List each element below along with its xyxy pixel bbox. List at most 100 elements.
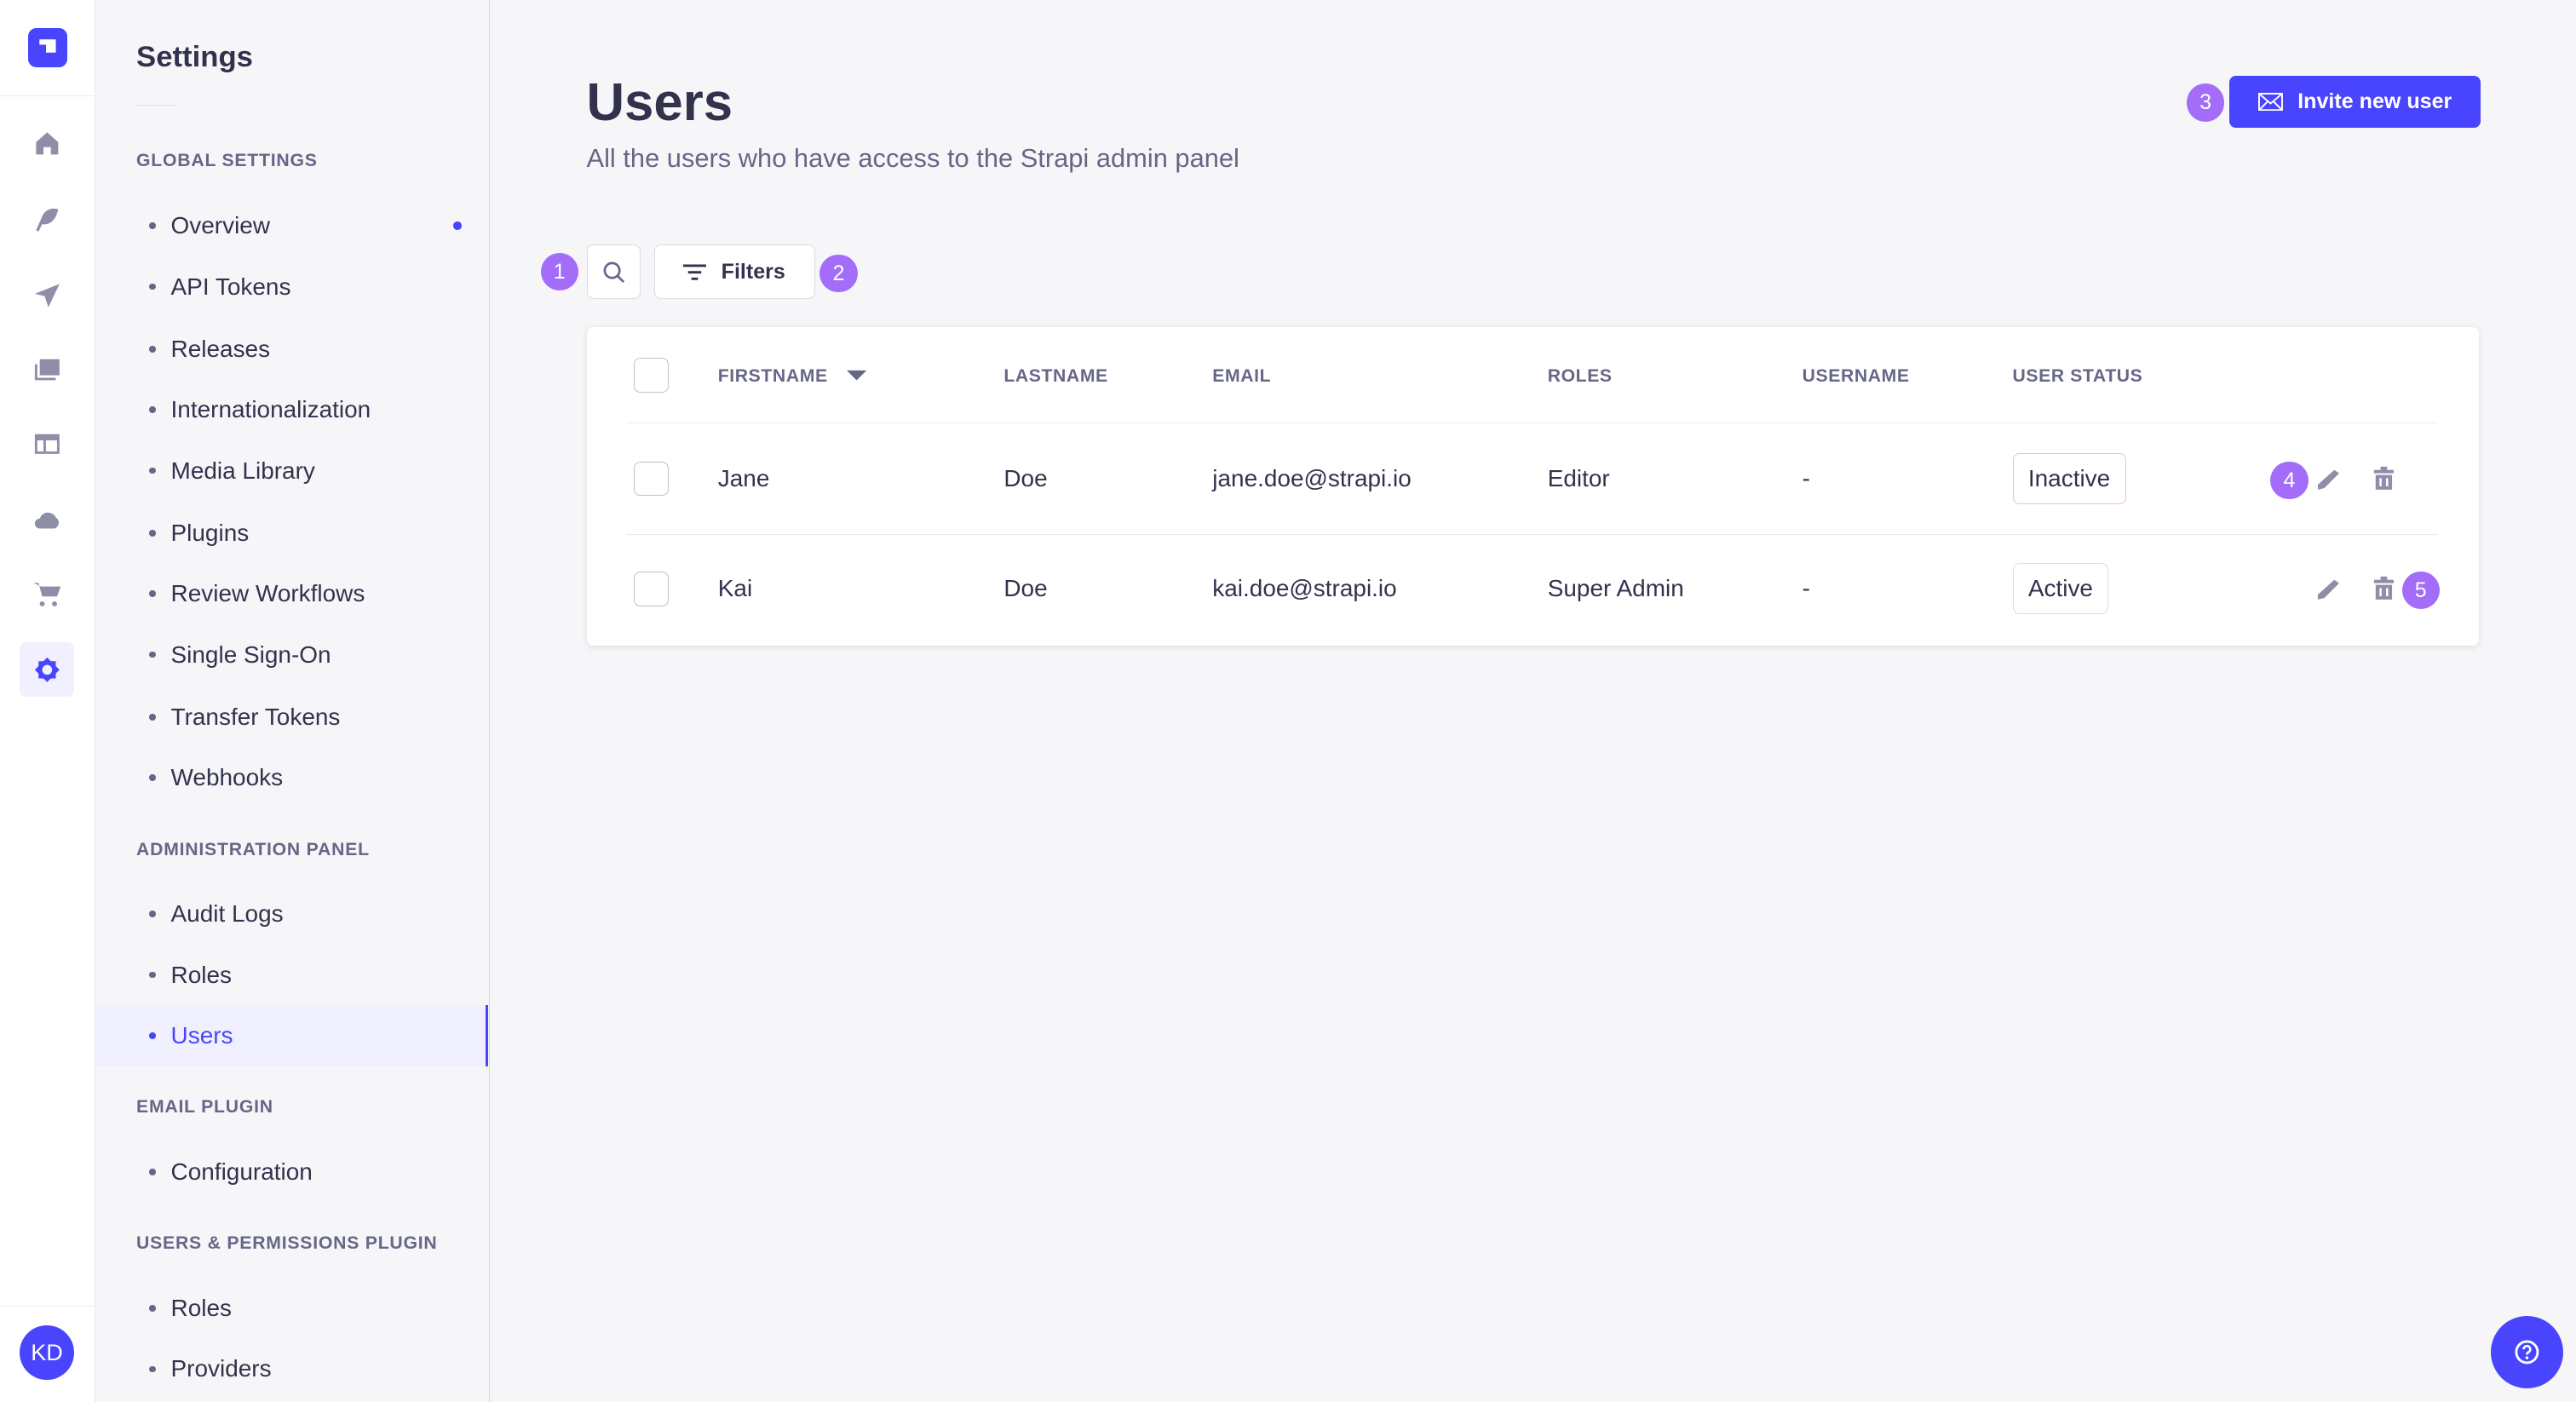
sidebar-item-up-roles[interactable]: Roles [95, 1278, 488, 1338]
delete-trash-icon[interactable] [2371, 575, 2397, 601]
sidebar-item-releases[interactable]: Releases [95, 319, 488, 379]
settings-gear-icon[interactable] [20, 642, 74, 697]
annotation-badge-3: 3 [2186, 83, 2225, 122]
cell-username: - [1802, 574, 1810, 601]
divider [0, 95, 94, 96]
sidebar-item-review-workflows[interactable]: Review Workflows [95, 564, 488, 624]
invite-new-user-button[interactable]: Invite new user [2229, 75, 2481, 129]
sidebar-item-transfer-tokens[interactable]: Transfer Tokens [95, 687, 488, 747]
select-all-checkbox[interactable] [634, 358, 669, 393]
search-button[interactable] [586, 244, 641, 299]
sidebar-item-plugins[interactable]: Plugins [95, 503, 488, 563]
help-button[interactable] [2490, 1315, 2563, 1388]
column-header-roles: ROLES [1547, 366, 1613, 387]
home-icon[interactable] [20, 117, 74, 171]
filters-label: Filters [721, 259, 785, 284]
section-administration-panel: ADMINISTRATION PANEL [136, 839, 370, 859]
sidebar-item-internationalization[interactable]: Internationalization [95, 380, 488, 440]
item-label: Plugins [170, 519, 250, 546]
sidebar-item-roles[interactable]: Roles [95, 945, 488, 1005]
strapi-logo[interactable] [27, 27, 68, 68]
sidebar-item-api-tokens[interactable]: API Tokens [95, 256, 488, 317]
item-label: Roles [170, 961, 232, 988]
item-label: Overview [170, 212, 271, 239]
sidebar-title: Settings [136, 41, 253, 74]
sidebar-item-webhooks[interactable]: Webhooks [95, 748, 488, 808]
row-checkbox[interactable] [634, 572, 669, 606]
sidebar-item-users[interactable]: Users [95, 1005, 488, 1066]
divider [625, 533, 2439, 535]
item-label: API Tokens [170, 273, 291, 300]
item-label: Review Workflows [170, 580, 365, 607]
item-label: Webhooks [170, 764, 284, 791]
user-avatar[interactable]: KD [20, 1325, 74, 1381]
cell-email: jane.doe@strapi.io [1212, 464, 1412, 491]
item-label: Single Sign-On [170, 641, 331, 668]
cart-icon[interactable] [20, 566, 74, 621]
settings-sidebar: Settings GLOBAL SETTINGS Overview API To… [95, 0, 490, 1402]
column-header-email[interactable]: EMAIL [1212, 366, 1272, 387]
users-table: FIRSTNAME LASTNAME EMAIL ROLES USERNAME … [586, 326, 2480, 646]
envelope-icon [2257, 92, 2283, 112]
section-users-permissions: USERS & PERMISSIONS PLUGIN [136, 1233, 438, 1254]
sidebar-item-audit-logs[interactable]: Audit Logs [95, 884, 488, 945]
column-header-username[interactable]: USERNAME [1802, 366, 1910, 387]
filters-button[interactable]: Filters [653, 244, 815, 299]
item-label: Providers [170, 1355, 272, 1382]
cell-roles: Editor [1547, 464, 1610, 491]
cell-username: - [1802, 464, 1810, 491]
paper-plane-icon[interactable] [20, 267, 74, 322]
page-subtitle: All the users who have access to the Str… [586, 142, 1239, 173]
item-label: Internationalization [170, 396, 371, 423]
divider [625, 422, 2439, 423]
images-icon[interactable] [20, 342, 74, 396]
section-global-settings: GLOBAL SETTINGS [136, 151, 318, 171]
main-content: Users All the users who have access to t… [490, 0, 2576, 1402]
status-badge: Active [2012, 563, 2109, 615]
item-label: Roles [170, 1295, 232, 1322]
feather-icon[interactable] [20, 192, 74, 247]
edit-pencil-icon[interactable] [2316, 465, 2343, 491]
annotation-badge-2: 2 [819, 254, 858, 293]
sidebar-item-sso[interactable]: Single Sign-On [95, 624, 488, 685]
cell-email: kai.doe@strapi.io [1212, 574, 1397, 601]
item-label: Releases [170, 335, 271, 362]
invite-label: Invite new user [2297, 89, 2452, 114]
cell-lastname: Doe [1003, 464, 1048, 491]
item-label: Audit Logs [170, 900, 284, 928]
sidebar-item-overview[interactable]: Overview [95, 196, 488, 256]
annotation-badge-5: 5 [2401, 572, 2440, 610]
annotation-badge-4: 4 [2270, 461, 2309, 500]
cell-roles: Super Admin [1547, 574, 1684, 601]
question-icon [2515, 1340, 2539, 1365]
sort-down-icon[interactable] [846, 369, 866, 382]
item-label: Transfer Tokens [170, 703, 341, 730]
status-badge: Inactive [2012, 453, 2126, 505]
annotation-badge-1: 1 [540, 253, 578, 291]
column-header-lastname[interactable]: LASTNAME [1003, 366, 1108, 387]
item-label: Users [170, 1021, 233, 1049]
divider [0, 1306, 94, 1307]
row-checkbox[interactable] [634, 461, 669, 497]
item-label: Media Library [170, 457, 315, 484]
sidebar-item-media-library[interactable]: Media Library [95, 440, 488, 501]
column-header-user-status: USER STATUS [2012, 366, 2143, 387]
delete-trash-icon[interactable] [2371, 465, 2397, 491]
cell-firstname: Kai [717, 574, 753, 601]
cloud-icon[interactable] [20, 493, 74, 548]
sidebar-item-providers[interactable]: Providers [95, 1339, 488, 1399]
cell-lastname: Doe [1003, 574, 1048, 601]
filter-icon [683, 264, 707, 280]
column-header-firstname[interactable]: FIRSTNAME [718, 366, 866, 387]
layout-icon[interactable] [20, 417, 74, 472]
section-email-plugin: EMAIL PLUGIN [136, 1097, 273, 1118]
item-label: Configuration [170, 1158, 313, 1186]
new-indicator [453, 221, 462, 230]
main-nav-rail: KD [0, 0, 95, 1402]
cell-firstname: Jane [717, 464, 770, 491]
search-icon [603, 261, 624, 283]
sidebar-item-configuration[interactable]: Configuration [95, 1141, 488, 1202]
page-title: Users [586, 72, 733, 132]
divider [136, 105, 176, 106]
edit-pencil-icon[interactable] [2316, 575, 2343, 601]
